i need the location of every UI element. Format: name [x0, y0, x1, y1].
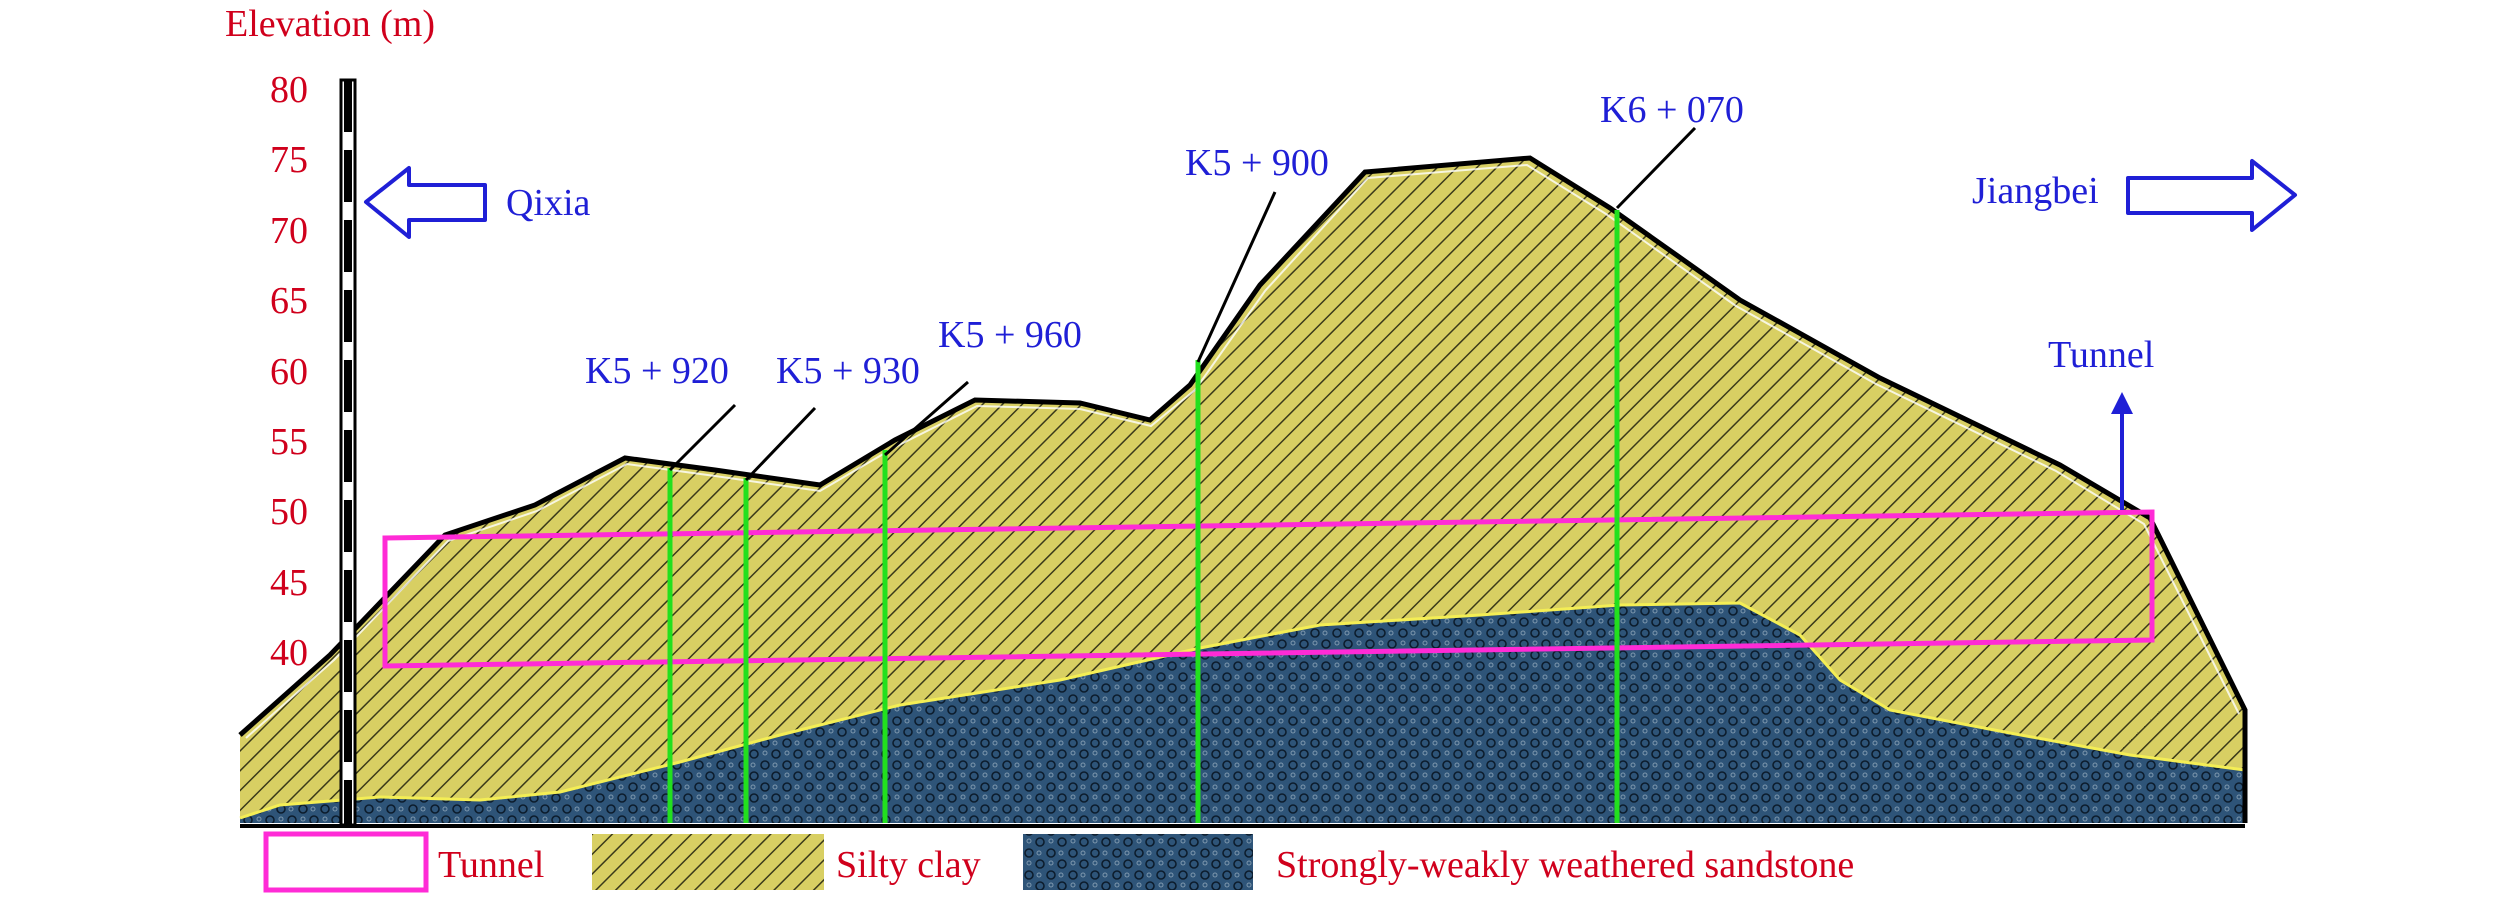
tunnel-outline	[382, 509, 2155, 669]
tick-label-65: 65	[270, 280, 308, 322]
leader-k5-920	[668, 403, 737, 472]
tick-label-45: 45	[270, 562, 308, 604]
legend-swatch-sandstone	[1023, 834, 1253, 890]
tick-label-55: 55	[270, 421, 308, 463]
sandstone-boundary	[239, 601, 2246, 820]
leader-k6-070	[1615, 126, 1697, 210]
station-label-k5-900: K5 + 900	[1185, 142, 1329, 184]
station-label-k5-920: K5 + 920	[585, 350, 729, 392]
station-label-k5-930: K5 + 930	[776, 350, 920, 392]
legend-label-sandstone: Strongly-weakly weathered sandstone	[1276, 844, 1854, 886]
tick-label-75: 75	[270, 139, 308, 181]
tunnel-annotation-label: Tunnel	[2048, 334, 2154, 376]
tick-label-80: 80	[270, 69, 308, 111]
ground-surface-inner-line	[245, 163, 2240, 739]
legend-swatch-tunnel	[263, 831, 429, 893]
legend: Tunnel Silty clay Strongly-weakly weathe…	[263, 831, 1854, 893]
tick-label-60: 60	[270, 351, 308, 393]
section-lines	[667, 210, 1620, 823]
direction-label-qixia: Qixia	[506, 182, 591, 224]
leader-k5-900	[1196, 191, 1277, 363]
station-leader-lines	[668, 126, 1697, 482]
arrow-right-icon	[2126, 159, 2297, 232]
station-label-k6-070: K6 + 070	[1600, 89, 1744, 131]
tick-label-50: 50	[270, 491, 308, 533]
legend-label-silty-clay: Silty clay	[836, 844, 981, 886]
sandstone-layer	[240, 603, 2245, 823]
legend-swatch-silty-clay	[592, 834, 824, 890]
elevation-scale-bar	[339, 78, 357, 827]
direction-label-jiangbei: Jiangbei	[1972, 170, 2099, 212]
arrow-left-icon	[364, 166, 487, 239]
tick-label-70: 70	[270, 210, 308, 252]
station-label-k5-960: K5 + 960	[938, 314, 1082, 356]
legend-label-tunnel: Tunnel	[438, 844, 544, 886]
arrow-up-icon	[2111, 392, 2133, 414]
leader-k5-960	[884, 380, 969, 457]
axis-title: Elevation (m)	[225, 3, 435, 45]
leader-k5-930	[744, 406, 817, 482]
ground-surface-line	[238, 155, 2248, 823]
tick-label-40: 40	[270, 632, 308, 674]
